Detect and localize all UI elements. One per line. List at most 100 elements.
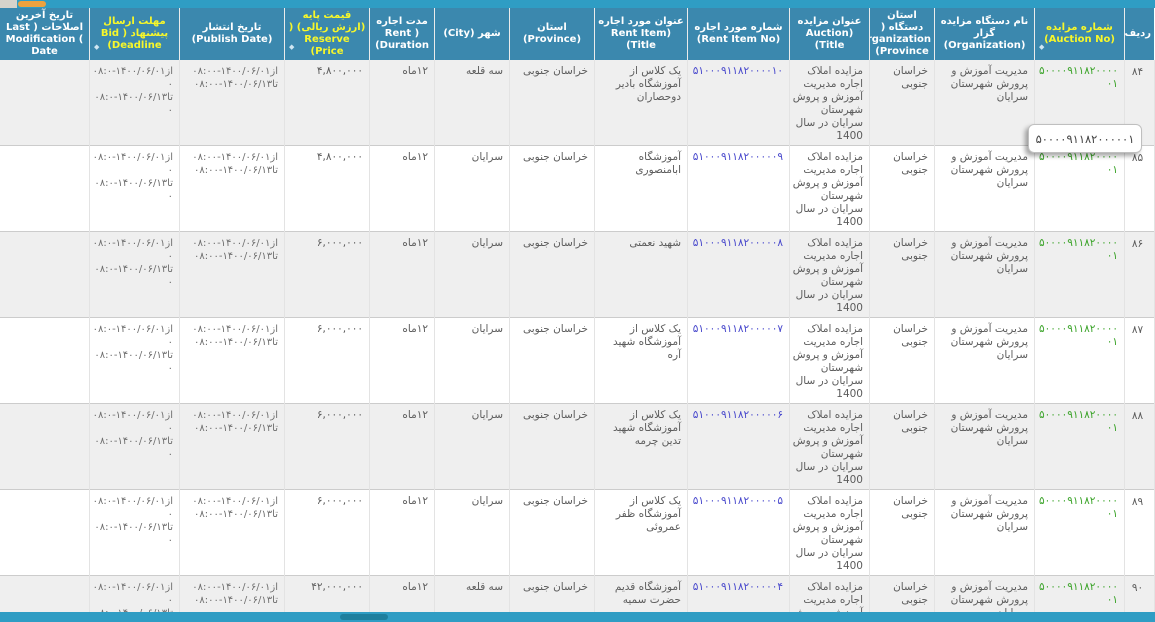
cell-rent_item_no: ۵۱۰۰۰۹۱۱۸۲۰۰۰۰۰۶ [687, 403, 790, 490]
cell-price: ۶,۰۰۰,۰۰۰ [284, 231, 370, 318]
auction-no-link[interactable]: ۵۰۰۰۰۹۱۱۸۲۰۰۰۰۰۱ [1039, 151, 1118, 176]
auction-no-link[interactable]: ۵۰۰۰۰۹۱۱۸۲۰۰۰۰۰۱ [1039, 495, 1118, 520]
cell-organization: مدیریت آموزش و پرورش شهرستان سرایان [934, 145, 1035, 232]
cell-rent_item_title: یک کلاس از آموزشگاه ظفر عمروئی [594, 489, 688, 576]
cell-org_province: خراسان جنوبی [869, 489, 935, 576]
column-header-org_province: استان دستگاه ( Organization Province) [869, 8, 935, 60]
auction-no-link[interactable]: ۵۰۰۰۰۹۱۱۸۲۰۰۰۰۰۱ [1039, 409, 1118, 434]
column-header-label: ردیف [1124, 28, 1152, 39]
cell-publish_date: از۱۴۰۰/۰۶/۰۱-۰۸:۰۰ تا۱۴۰۰/۰۶/۱۳-۰۸:۰۰ [179, 231, 285, 318]
rent-item-no-link[interactable]: ۵۱۰۰۰۹۱۱۸۲۰۰۰۰۰۴ [692, 581, 783, 593]
column-header-label: استان دستگاه ( Organization Province) [871, 10, 932, 57]
cell-price: ۶,۰۰۰,۰۰۰ [284, 317, 370, 404]
cell-last_modification [0, 231, 90, 318]
cell-auction_no: ۵۰۰۰۰۹۱۱۸۲۰۰۰۰۰۱ [1034, 317, 1125, 404]
cell-org_province: خراسان جنوبی [869, 317, 935, 404]
rent-item-no-link[interactable]: ۵۱۰۰۰۹۱۱۸۲۰۰۰۰۰۷ [692, 323, 783, 335]
cell-rent_item_title: یک کلاس از آموزشگاه بادیر دوحصاران [594, 60, 688, 146]
cell-organization: مدیریت آموزش و پرورش شهرستان سرایان [934, 489, 1035, 576]
cell-publish_date: از۱۴۰۰/۰۶/۰۱-۰۸:۰۰ تا۱۴۰۰/۰۶/۱۳-۰۸:۰۰ [179, 403, 285, 490]
auction-no-tooltip: ۵۰۰۰۰۹۱۱۸۲۰۰۰۰۰۱ [1028, 124, 1142, 153]
column-header-price[interactable]: قیمت پایه (ارزش ریالی) ( Reserve Price) ◆ [284, 8, 370, 60]
cell-auction_title: مزایده املاک اجاره مدیریت آموزش و پروش ش… [789, 403, 870, 490]
column-header-label: شماره مورد اجاره (Rent Item No) [694, 22, 783, 45]
column-header-last_modification: تاریخ آخرین اصلاحات ( Last Modification … [0, 8, 90, 60]
cell-publish_date: از۱۴۰۰/۰۶/۰۱-۰۸:۰۰ تا۱۴۰۰/۰۶/۱۳-۰۸:۰۰ [179, 489, 285, 576]
column-header-rent_item_title: عنوان مورد اجاره (Rent Item Title) [594, 8, 688, 60]
cell-rent_item_title: شهید نعمتی [594, 231, 688, 318]
column-header-bid_deadline[interactable]: مهلت ارسال پیشنهاد ( Bid Deadline) ◆ [89, 8, 180, 60]
column-header-auction_no[interactable]: شماره مزایده (Auction No) ◆ [1034, 8, 1125, 60]
auction-no-link[interactable]: ۵۰۰۰۰۹۱۱۸۲۰۰۰۰۰۱ [1039, 581, 1118, 606]
cell-org_province: خراسان جنوبی [869, 60, 935, 146]
cell-price: ۴,۸۰۰,۰۰۰ [284, 145, 370, 232]
table-row: ۸۸ ۵۰۰۰۰۹۱۱۸۲۰۰۰۰۰۱ مدیریت آموزش و پرورش ش… [0, 403, 1155, 490]
cell-province: خراسان جنوبی [509, 145, 595, 232]
auction-no-tooltip-text: ۵۰۰۰۰۹۱۱۸۲۰۰۰۰۰۱ [1035, 131, 1135, 146]
cell-auction_no: ۵۰۰۰۰۹۱۱۸۲۰۰۰۰۰۱ [1034, 231, 1125, 318]
rent-item-no-link[interactable]: ۵۱۰۰۰۹۱۱۸۲۰۰۰۰۰۵ [692, 495, 783, 507]
cell-price: ۴,۸۰۰,۰۰۰ [284, 60, 370, 146]
cell-rent_item_title: یک کلاس از آموزشگاه شهید تدین چرمه [594, 403, 688, 490]
rent-item-no-link[interactable]: ۵۱۰۰۰۹۱۱۸۲۰۰۰۰۱۰ [692, 65, 783, 77]
cell-duration: ۱۲ماه [369, 60, 435, 146]
column-header-publish_date: تاریخ انتشار (Publish Date) [179, 8, 285, 60]
cell-rent_item_no: ۵۱۰۰۰۹۱۱۸۲۰۰۰۰۰۷ [687, 317, 790, 404]
table-row: ۸۹ ۵۰۰۰۰۹۱۱۸۲۰۰۰۰۰۱ مدیریت آموزش و پرورش ش… [0, 489, 1155, 576]
auction-no-link[interactable]: ۵۰۰۰۰۹۱۱۸۲۰۰۰۰۰۱ [1039, 65, 1118, 90]
column-header-auction_title: عنوان مزایده (Auction Title) [789, 8, 870, 60]
cell-auction_title: مزایده املاک اجاره مدیریت آموزش و پروش ش… [789, 145, 870, 232]
cell-bid_deadline: از۱۴۰۰/۰۶/۰۱-۰۸:۰۰ تا۱۴۰۰/۰۶/۱۳-۰۸:۰۰ [89, 489, 180, 576]
scrollbar-thumb-top[interactable] [18, 1, 46, 7]
scrollbar-thumb-bottom[interactable] [340, 614, 388, 620]
cell-auction_title: مزایده املاک اجاره مدیریت آموزش و پروش ش… [789, 317, 870, 404]
cell-duration: ۱۲ماه [369, 403, 435, 490]
cell-org_province: خراسان جنوبی [869, 145, 935, 232]
sort-icon[interactable]: ◆ [94, 43, 100, 51]
table-row: ۸۵ ۵۰۰۰۰۹۱۱۸۲۰۰۰۰۰۱ مدیریت آموزش و پرورش ش… [0, 145, 1155, 232]
cell-province: خراسان جنوبی [509, 489, 595, 576]
cell-last_modification [0, 489, 90, 576]
auction-no-link[interactable]: ۵۰۰۰۰۹۱۱۸۲۰۰۰۰۰۱ [1039, 323, 1118, 348]
column-header-label: نام دستگاه مزایده گزار (Organization) [940, 16, 1029, 51]
cell-row_no: ۸۷ [1124, 317, 1155, 404]
cell-organization: مدیریت آموزش و پرورش شهرستان سرایان [934, 60, 1035, 146]
cell-rent_item_no: ۵۱۰۰۰۹۱۱۸۲۰۰۰۰۰۸ [687, 231, 790, 318]
cell-auction_no: ۵۰۰۰۰۹۱۱۸۲۰۰۰۰۰۱ [1034, 145, 1125, 232]
column-header-label: شماره مزایده (Auction No) [1044, 22, 1115, 45]
rent-item-no-link[interactable]: ۵۱۰۰۰۹۱۱۸۲۰۰۰۰۰۶ [692, 409, 783, 421]
auction-no-link[interactable]: ۵۰۰۰۰۹۱۱۸۲۰۰۰۰۰۱ [1039, 237, 1118, 262]
cell-auction_title: مزایده املاک اجاره مدیریت آموزش و پروش ش… [789, 231, 870, 318]
cell-city: سرایان [434, 231, 510, 318]
cell-city: سرایان [434, 489, 510, 576]
column-header-label: عنوان مورد اجاره (Rent Item Title) [598, 16, 684, 51]
cell-province: خراسان جنوبی [509, 403, 595, 490]
cell-province: خراسان جنوبی [509, 60, 595, 146]
horizontal-scrollbar-bottom[interactable] [0, 612, 1155, 622]
column-header-city: شهر (City) [434, 8, 510, 60]
cell-last_modification [0, 145, 90, 232]
horizontal-scrollbar-top[interactable] [0, 0, 1155, 8]
cell-row_no: ۸۶ [1124, 231, 1155, 318]
column-header-label: مهلت ارسال پیشنهاد ( Bid Deadline) [100, 16, 169, 51]
table-row: ۸۷ ۵۰۰۰۰۹۱۱۸۲۰۰۰۰۰۱ مدیریت آموزش و پرورش ش… [0, 317, 1155, 404]
sort-icon[interactable]: ◆ [289, 43, 295, 51]
rent-item-no-link[interactable]: ۵۱۰۰۰۹۱۱۸۲۰۰۰۰۰۹ [692, 151, 783, 163]
column-header-organization: نام دستگاه مزایده گزار (Organization) [934, 8, 1035, 60]
table-header-row: ردیف شماره مزایده (Auction No) ◆ نام دستگاه… [0, 8, 1155, 60]
cell-city: سرایان [434, 317, 510, 404]
rent-item-no-link[interactable]: ۵۱۰۰۰۹۱۱۸۲۰۰۰۰۰۸ [692, 237, 783, 249]
sort-icon[interactable]: ◆ [1039, 43, 1045, 51]
cell-publish_date: از۱۴۰۰/۰۶/۰۱-۰۸:۰۰ تا۱۴۰۰/۰۶/۱۳-۰۸:۰۰ [179, 60, 285, 146]
cell-publish_date: از۱۴۰۰/۰۶/۰۱-۰۸:۰۰ تا۱۴۰۰/۰۶/۱۳-۰۸:۰۰ [179, 317, 285, 404]
cell-price: ۶,۰۰۰,۰۰۰ [284, 403, 370, 490]
cell-city: سرایان [434, 403, 510, 490]
cell-organization: مدیریت آموزش و پرورش شهرستان سرایان [934, 403, 1035, 490]
cell-rent_item_title: آموزشگاه ابامنصوری [594, 145, 688, 232]
cell-bid_deadline: از۱۴۰۰/۰۶/۰۱-۰۸:۰۰ تا۱۴۰۰/۰۶/۱۳-۰۸:۰۰ [89, 60, 180, 146]
column-header-label: قیمت پایه (ارزش ریالی) ( Reserve Price) [288, 10, 366, 57]
cell-row_no: ۸۸ [1124, 403, 1155, 490]
cell-duration: ۱۲ماه [369, 231, 435, 318]
cell-last_modification [0, 60, 90, 146]
cell-bid_deadline: از۱۴۰۰/۰۶/۰۱-۰۸:۰۰ تا۱۴۰۰/۰۶/۱۳-۰۸:۰۰ [89, 317, 180, 404]
